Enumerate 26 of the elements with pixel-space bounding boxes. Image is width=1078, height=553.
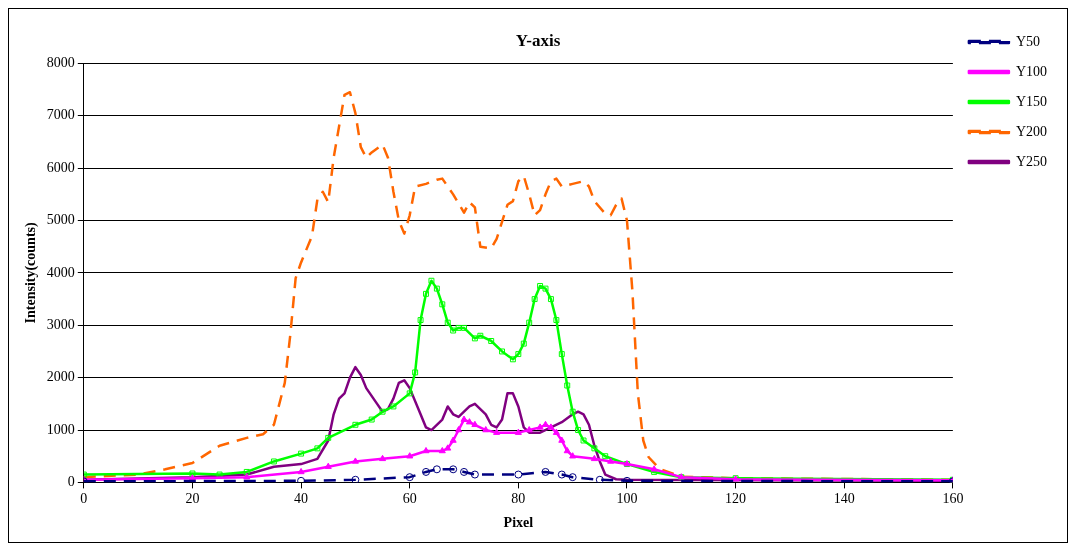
chart-title: Y-axis — [515, 30, 561, 50]
y-tick-label: 6000 — [46, 159, 75, 175]
y-tick-label: 1000 — [46, 421, 75, 437]
legend-label: Y250 — [1015, 153, 1048, 169]
legend-label: Y200 — [1015, 123, 1048, 139]
x-tick-label: 80 — [511, 491, 526, 507]
y-tick-label: 7000 — [46, 107, 75, 123]
y-tick-label: 3000 — [46, 316, 75, 332]
x-tick-label: 0 — [80, 491, 88, 507]
legend-label: Y50 — [1015, 33, 1041, 49]
x-tick-label: 20 — [185, 491, 200, 507]
x-tick-label: 160 — [942, 491, 964, 507]
y-tick-label: 5000 — [46, 212, 75, 228]
legend-label: Y100 — [1015, 63, 1048, 79]
y-tick-label: 2000 — [46, 369, 75, 385]
y-tick-label: 0 — [67, 474, 75, 490]
x-tick-label: 140 — [833, 491, 855, 507]
x-tick-label: 120 — [725, 491, 747, 507]
x-tick-label: 40 — [294, 491, 309, 507]
y-tick-label: 8000 — [46, 55, 75, 71]
y-tick-label: 4000 — [46, 264, 75, 280]
x-axis-title: Pixel — [503, 515, 534, 531]
x-tick-label: 100 — [616, 491, 638, 507]
x-tick-label: 60 — [402, 491, 417, 507]
y-axis-title: Intensity(counts) — [23, 222, 40, 324]
legend-label: Y150 — [1015, 93, 1048, 109]
